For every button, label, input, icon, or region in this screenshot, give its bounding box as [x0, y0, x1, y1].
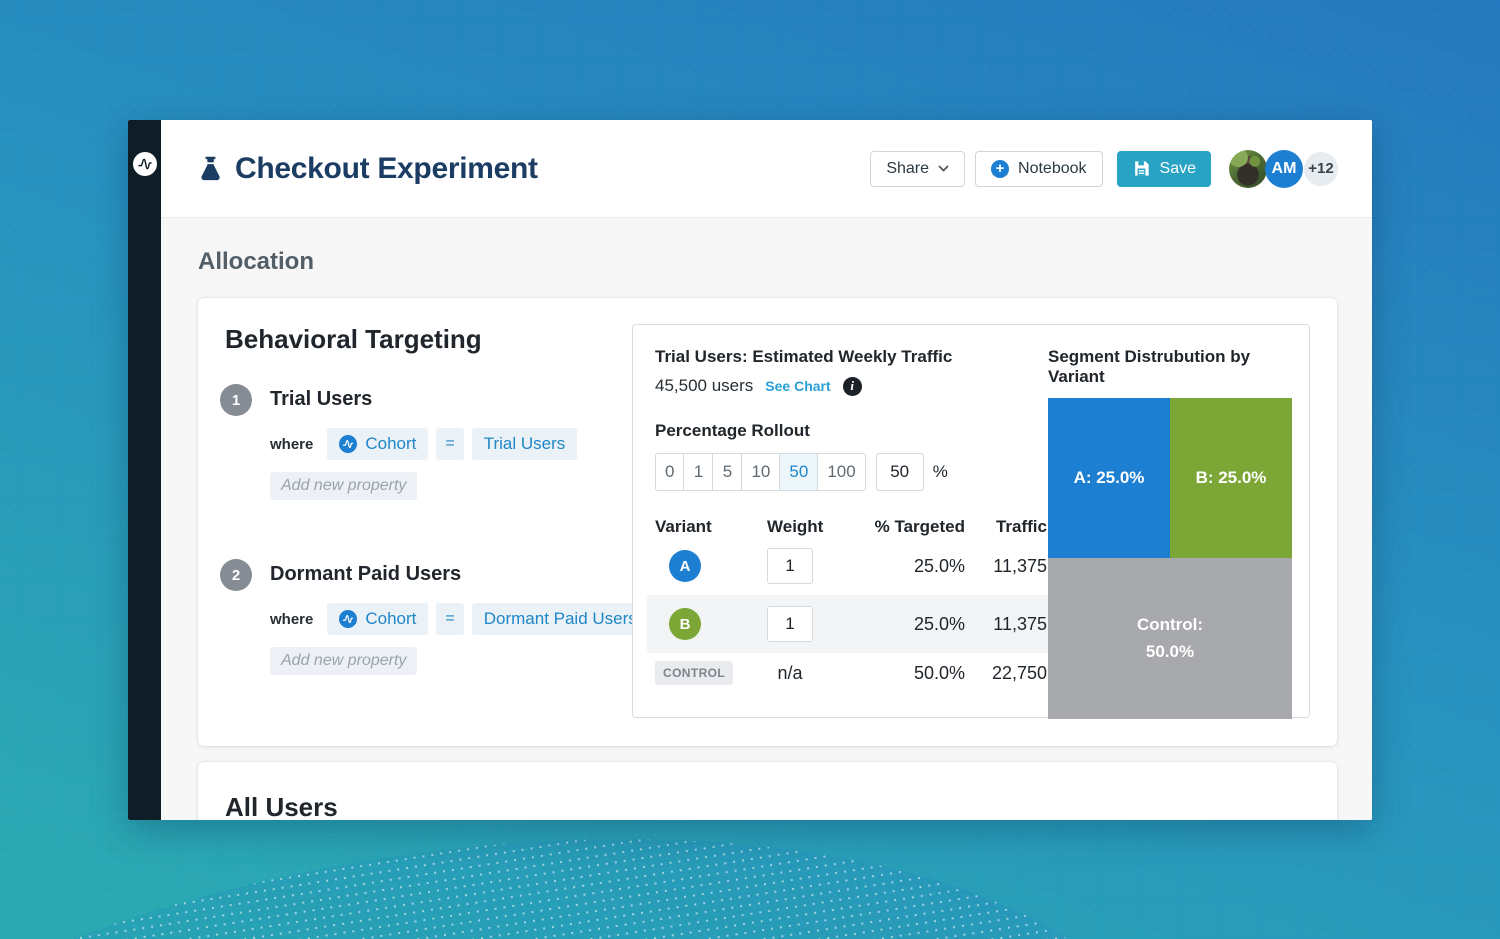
chart-segment-a: A: 25.0%: [1048, 398, 1170, 558]
control-weight: n/a: [777, 662, 803, 683]
variant-table: Variant Weight % Targeted Traffic A 25.0…: [647, 517, 1055, 693]
segment-trial-users: 1 Trial Users where: [220, 384, 578, 500]
where-clause: where Cohort =: [270, 603, 649, 635]
app-content: Checkout Experiment Share + Notebook: [161, 120, 1372, 820]
cohort-icon: [339, 435, 358, 453]
traffic-line: 45,500 users See Chart i: [655, 376, 1047, 396]
see-chart-link[interactable]: See Chart: [765, 378, 831, 394]
segment-name: Trial Users: [270, 388, 373, 410]
app-window: Checkout Experiment Share + Notebook: [128, 120, 1372, 820]
header-actions: Share + Notebook: [870, 149, 1338, 188]
save-button-label: Save: [1159, 159, 1196, 177]
cohort-icon: [339, 610, 358, 628]
app-header: Checkout Experiment Share + Notebook: [161, 120, 1372, 218]
rollout-option-1[interactable]: 1: [684, 453, 714, 491]
behavioral-targeting-title: Behavioral Targeting: [225, 324, 482, 354]
share-button-label: Share: [886, 159, 930, 177]
segment-number-badge: 2: [220, 559, 252, 591]
col-targeted: % Targeted: [874, 517, 965, 536]
percentage-rollout-controls: 0 1 5 10 50 100 %: [655, 453, 1047, 491]
rollout-option-50[interactable]: 50: [780, 453, 819, 491]
targeted-value: 25.0%: [913, 555, 965, 576]
page-title: Checkout Experiment: [235, 151, 538, 185]
rollout-option-10[interactable]: 10: [742, 453, 781, 491]
page-body: Allocation Behavioral Targeting 1 Trial …: [161, 218, 1372, 820]
where-label: where: [270, 435, 314, 453]
control-badge: CONTROL: [655, 661, 734, 685]
plus-circle-icon: +: [991, 159, 1010, 178]
traffic-value: 11,375: [993, 613, 1047, 634]
variant-a-badge: A: [669, 550, 701, 582]
save-button[interactable]: Save: [1116, 150, 1211, 187]
cohort-property-pill[interactable]: Cohort: [327, 428, 429, 460]
rollout-option-5[interactable]: 5: [713, 453, 743, 491]
flask-icon: [198, 155, 223, 183]
col-variant: Variant: [655, 517, 712, 536]
title-wrap: Checkout Experiment: [198, 152, 538, 186]
rollout-button-group: 0 1 5 10 50 100: [655, 453, 866, 491]
avatar-photo[interactable]: [1229, 149, 1267, 188]
notebook-button[interactable]: + Notebook: [975, 150, 1103, 187]
col-weight: Weight: [767, 517, 824, 536]
traffic-value: 22,750: [991, 662, 1047, 683]
property-name: Cohort: [365, 434, 417, 453]
mosaic-chart: A: 25.0% B: 25.0% Control: 50.0%: [1048, 398, 1292, 719]
traffic-title: Trial Users: Estimated Weekly Traffic: [655, 347, 953, 366]
behavioral-targeting-card: Behavioral Targeting 1 Trial Users where: [198, 298, 1337, 746]
chart-segment-b: B: 25.0%: [1170, 398, 1292, 558]
segment-name: Dormant Paid Users: [270, 563, 462, 585]
amplitude-logo-icon[interactable]: [132, 152, 157, 176]
app-sidebar: [128, 120, 161, 820]
col-traffic: Traffic: [995, 517, 1047, 536]
share-button[interactable]: Share: [870, 150, 966, 187]
info-icon[interactable]: i: [842, 376, 862, 396]
table-row-control: CONTROL n/a 50.0% 22,750: [655, 653, 1047, 693]
property-name: Cohort: [365, 609, 417, 628]
targeted-value: 25.0%: [913, 613, 965, 634]
all-users-card: All Users: [198, 762, 1337, 820]
control-sublabel: 50.0%: [1145, 641, 1195, 661]
avatar-initials[interactable]: AM: [1265, 149, 1303, 188]
traffic-value: 11,375: [993, 555, 1047, 576]
property-value-pill[interactable]: Dormant Paid Users: [471, 603, 649, 635]
rollout-option-0[interactable]: 0: [655, 453, 685, 491]
all-users-title: All Users: [225, 792, 338, 820]
variant-b-badge: B: [669, 608, 701, 640]
weight-input-a[interactable]: [767, 548, 813, 584]
users-count: 45,500 users: [655, 376, 754, 395]
weight-input-b[interactable]: [767, 606, 813, 642]
where-label: where: [270, 610, 314, 628]
table-row-variant-b: B 25.0% 11,375: [647, 595, 1055, 653]
add-new-property-button[interactable]: Add new property: [270, 647, 418, 675]
percentage-rollout-title: Percentage Rollout: [655, 421, 810, 440]
notebook-button-label: Notebook: [1018, 159, 1087, 177]
chart-title: Segment Distrubution by Variant: [1048, 347, 1251, 386]
chevron-down-icon: [938, 165, 949, 172]
control-label: Control:: [1136, 615, 1204, 635]
targeted-value: 50.0%: [913, 662, 965, 683]
avatar-overflow-badge[interactable]: +12: [1304, 151, 1338, 186]
section-title-allocation: Allocation: [198, 248, 315, 275]
segment-number-badge: 1: [220, 384, 252, 416]
cohort-property-pill[interactable]: Cohort: [327, 603, 429, 635]
variant-table-header: Variant Weight % Targeted Traffic: [655, 517, 1047, 537]
where-clause: where Cohort =: [270, 428, 578, 460]
chart-segment-control: Control: 50.0%: [1048, 558, 1292, 719]
table-row-variant-a: A 25.0% 11,375: [655, 537, 1047, 595]
rollout-option-100[interactable]: 100: [818, 453, 866, 491]
traffic-panel: Trial Users: Estimated Weekly Traffic 45…: [632, 324, 1310, 719]
percent-sign: %: [932, 462, 948, 481]
add-new-property-button[interactable]: Add new property: [270, 472, 418, 500]
traffic-panel-left: Trial Users: Estimated Weekly Traffic 45…: [647, 347, 1055, 693]
property-value-pill[interactable]: Trial Users: [471, 428, 578, 460]
segment-dormant-paid-users: 2 Dormant Paid Users where: [220, 559, 649, 675]
segment-distribution-chart: Segment Distrubution by Variant A: 25.0%…: [1048, 347, 1292, 719]
save-icon: [1132, 159, 1151, 178]
operator-pill[interactable]: =: [436, 603, 464, 635]
rollout-percent-input[interactable]: [875, 453, 924, 491]
operator-pill[interactable]: =: [436, 428, 464, 460]
avatar-stack: AM +12: [1229, 149, 1338, 188]
